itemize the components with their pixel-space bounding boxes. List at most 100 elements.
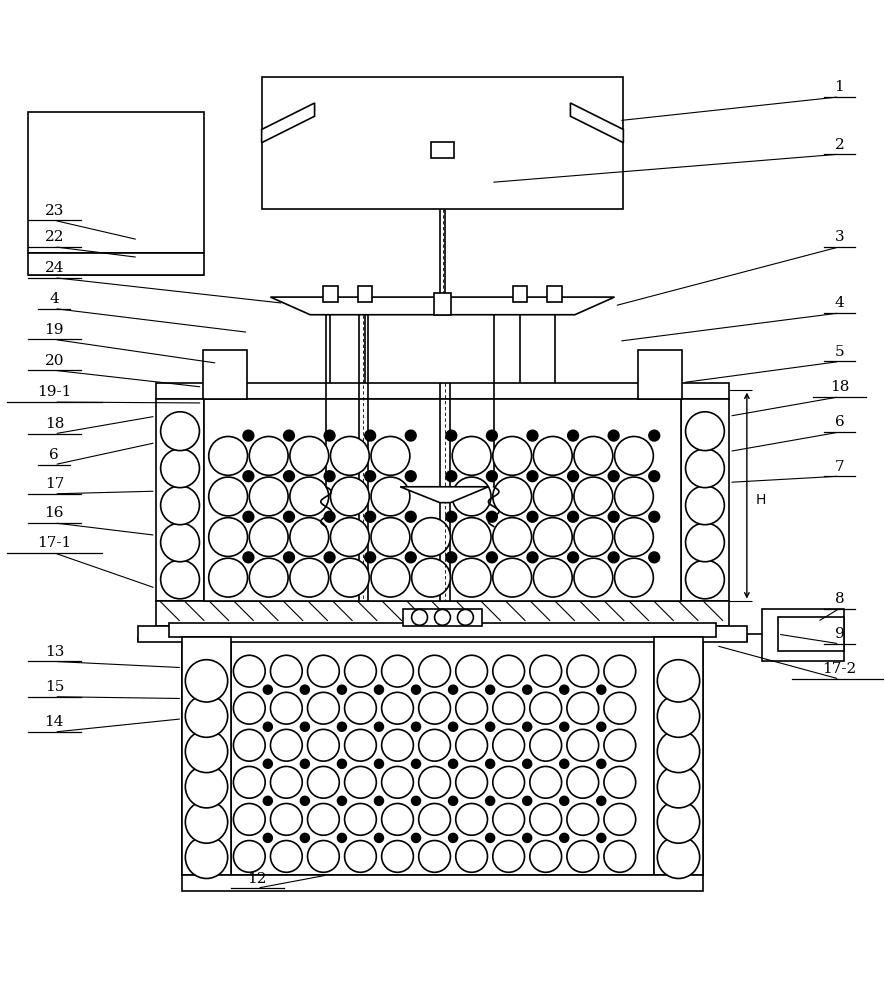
- Circle shape: [658, 801, 700, 843]
- Circle shape: [405, 471, 416, 481]
- Circle shape: [567, 803, 598, 835]
- Circle shape: [234, 692, 266, 724]
- Circle shape: [412, 518, 450, 556]
- Circle shape: [568, 511, 579, 522]
- Circle shape: [658, 766, 700, 808]
- Circle shape: [487, 430, 497, 441]
- Circle shape: [560, 759, 569, 768]
- Circle shape: [486, 759, 495, 768]
- Circle shape: [452, 477, 491, 516]
- Circle shape: [290, 436, 328, 475]
- Circle shape: [614, 558, 653, 597]
- Text: 4: 4: [835, 296, 844, 310]
- Circle shape: [161, 412, 199, 451]
- Circle shape: [365, 430, 375, 441]
- Circle shape: [234, 766, 266, 798]
- Text: 23: 23: [44, 204, 64, 218]
- Circle shape: [337, 685, 346, 694]
- Circle shape: [307, 729, 339, 761]
- Circle shape: [567, 841, 598, 872]
- Circle shape: [371, 436, 410, 475]
- Circle shape: [209, 436, 248, 475]
- Circle shape: [344, 729, 376, 761]
- Circle shape: [271, 841, 302, 872]
- Text: 22: 22: [44, 230, 64, 244]
- Circle shape: [161, 560, 199, 599]
- Text: 6: 6: [835, 415, 844, 429]
- Circle shape: [604, 766, 635, 798]
- Circle shape: [405, 552, 416, 563]
- Circle shape: [185, 836, 227, 878]
- Circle shape: [330, 477, 369, 516]
- Circle shape: [243, 552, 254, 563]
- Circle shape: [604, 692, 635, 724]
- Circle shape: [446, 471, 457, 481]
- Circle shape: [301, 796, 309, 805]
- Circle shape: [486, 685, 495, 694]
- Circle shape: [686, 523, 724, 562]
- Text: 16: 16: [44, 506, 64, 520]
- Circle shape: [301, 685, 309, 694]
- Circle shape: [324, 471, 335, 481]
- Circle shape: [264, 722, 273, 731]
- Circle shape: [419, 766, 450, 798]
- Circle shape: [284, 552, 295, 563]
- Circle shape: [381, 655, 413, 687]
- Polygon shape: [400, 487, 489, 503]
- Bar: [762, 609, 844, 661]
- Circle shape: [596, 685, 605, 694]
- Circle shape: [419, 655, 450, 687]
- Circle shape: [487, 511, 497, 522]
- Circle shape: [658, 660, 700, 702]
- Bar: [27, 112, 204, 253]
- Bar: [169, 623, 716, 637]
- Circle shape: [185, 801, 227, 843]
- Circle shape: [560, 722, 569, 731]
- Circle shape: [264, 833, 273, 842]
- Circle shape: [209, 477, 248, 516]
- Circle shape: [337, 833, 346, 842]
- Circle shape: [452, 436, 491, 475]
- Circle shape: [301, 722, 309, 731]
- Circle shape: [530, 841, 562, 872]
- Text: 18: 18: [830, 380, 850, 394]
- Circle shape: [234, 729, 266, 761]
- Circle shape: [458, 609, 473, 625]
- Circle shape: [284, 471, 295, 481]
- Text: 24: 24: [44, 261, 64, 275]
- Circle shape: [449, 796, 458, 805]
- Circle shape: [250, 436, 289, 475]
- Circle shape: [185, 695, 227, 737]
- Text: H: H: [756, 493, 766, 507]
- Circle shape: [487, 552, 497, 563]
- Circle shape: [527, 552, 538, 563]
- Circle shape: [264, 685, 273, 694]
- Circle shape: [493, 436, 532, 475]
- Circle shape: [307, 692, 339, 724]
- Circle shape: [185, 730, 227, 773]
- Circle shape: [271, 729, 302, 761]
- Circle shape: [493, 477, 532, 516]
- Circle shape: [567, 655, 598, 687]
- Circle shape: [452, 518, 491, 556]
- Circle shape: [658, 836, 700, 878]
- Circle shape: [250, 477, 289, 516]
- Circle shape: [290, 518, 328, 556]
- Circle shape: [419, 803, 450, 835]
- Circle shape: [596, 796, 605, 805]
- Circle shape: [574, 558, 612, 597]
- Circle shape: [250, 518, 289, 556]
- Bar: [27, 253, 204, 275]
- Circle shape: [271, 766, 302, 798]
- Circle shape: [649, 511, 659, 522]
- Circle shape: [412, 685, 420, 694]
- Text: 17-2: 17-2: [822, 662, 857, 676]
- Circle shape: [493, 518, 532, 556]
- Circle shape: [412, 609, 427, 625]
- Circle shape: [381, 729, 413, 761]
- Circle shape: [686, 412, 724, 451]
- Circle shape: [486, 722, 495, 731]
- Circle shape: [560, 796, 569, 805]
- Circle shape: [419, 729, 450, 761]
- Circle shape: [337, 722, 346, 731]
